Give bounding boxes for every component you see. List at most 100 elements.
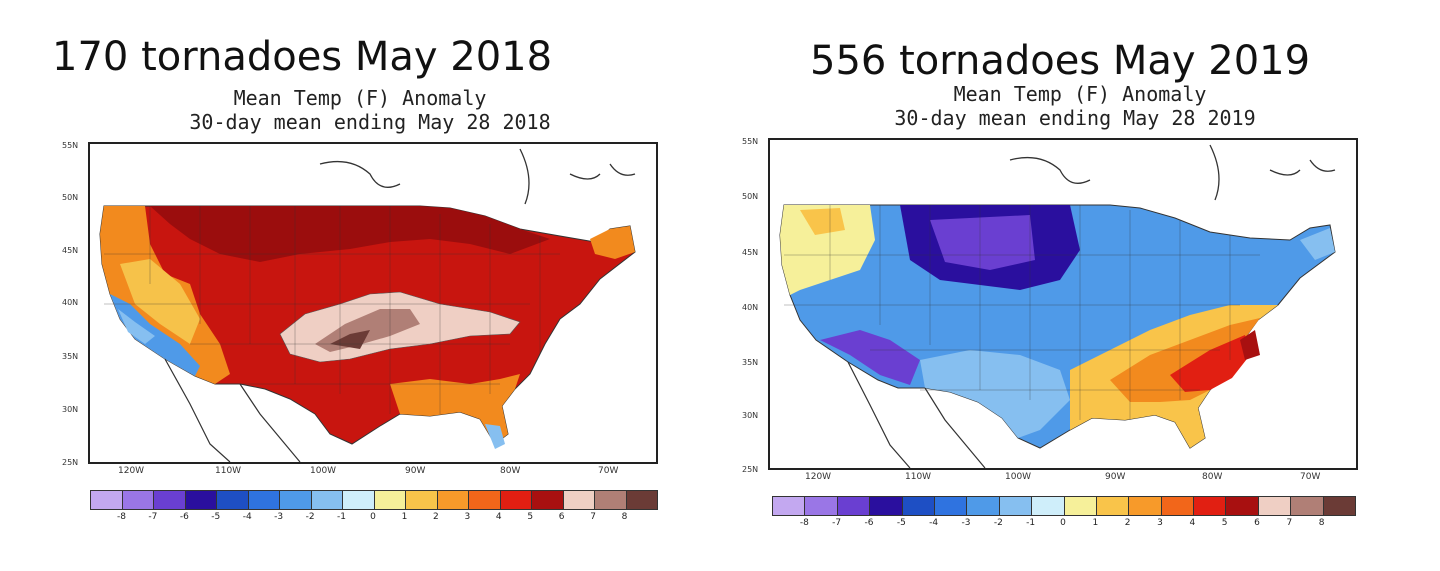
lon-label: 120W: [805, 472, 832, 482]
subtitle-line2-2019: 30-day mean ending May 28 2019: [894, 106, 1256, 130]
colorbar-tick-label: -1: [337, 512, 347, 522]
colorbar-swatch: [185, 491, 217, 509]
colorbar-swatch: [280, 491, 312, 509]
us-anomaly-map-2018: [99, 148, 636, 462]
colorbar-swatch: [122, 491, 154, 509]
colorbar-swatch: [563, 491, 595, 509]
colorbar-tick-label: 5: [1221, 518, 1228, 528]
colorbar-tick-label: 7: [1286, 518, 1293, 528]
colorbar-tick-label: 3: [1157, 518, 1163, 528]
colorbar-tick-label: 1: [1092, 518, 1099, 528]
colorbar-tick-label: 5: [527, 512, 534, 522]
colorbar-swatch: [1032, 497, 1065, 515]
colorbar-swatch: [1194, 497, 1227, 515]
lat-label: 40N: [742, 303, 759, 312]
colorbar-tick-label: 8: [621, 512, 628, 522]
anomaly-map-2019: [768, 138, 1358, 470]
colorbar-tick-label: -5: [896, 518, 906, 528]
colorbar-swatch: [532, 491, 564, 509]
colorbar-swatch: [217, 491, 249, 509]
colorbar-swatch: [91, 491, 123, 509]
colorbar-tick-label: 4: [495, 512, 502, 522]
lon-label: 80W: [1202, 472, 1223, 482]
lat-label: 50N: [62, 193, 79, 202]
subtitle-line2-2018: 30-day mean ending May 28 2018: [189, 110, 551, 134]
colorbar-2019: [772, 496, 1356, 516]
lat-label: 25N: [742, 465, 759, 474]
colorbar-swatch: [837, 497, 871, 515]
colorbar-swatch: [595, 491, 627, 509]
lon-label: 90W: [405, 466, 426, 476]
colorbar-tick-label: -1: [1026, 518, 1036, 528]
colorbar-tick-label: -2: [993, 518, 1003, 528]
lat-label: 50N: [742, 192, 759, 201]
lat-label: 35N: [742, 358, 759, 367]
lon-label: 90W: [1105, 472, 1126, 482]
colorbar-tick-label: 6: [558, 512, 565, 522]
lat-label: 35N: [62, 352, 79, 361]
lon-label: 120W: [118, 466, 145, 476]
colorbar-tick-label: 2: [433, 512, 439, 522]
colorbar-tick-label: 8: [1318, 518, 1325, 528]
lat-label: 30N: [742, 411, 759, 420]
colorbar-swatch: [1096, 497, 1130, 515]
colorbar-ticks-2018: -8 -7 -6 -5 -4 -3 -2 -1 0 1 2 3 4 5 6 7 8: [90, 512, 656, 526]
colorbar-tick-label: -2: [305, 512, 315, 522]
colorbar-tick-label: 3: [464, 512, 471, 522]
colorbar-swatch: [626, 491, 657, 509]
colorbar-tick-label: -5: [211, 512, 221, 522]
colorbar-tick-label: -7: [832, 518, 842, 528]
headline-2019: 556 tornadoes May 2019: [810, 38, 1311, 84]
colorbar-tick-label: -4: [242, 512, 252, 522]
panel-2019: 556 tornadoes May 2019 Mean Temp (F) Ano…: [730, 0, 1430, 571]
lat-label: 45N: [742, 248, 759, 257]
colorbar-2018: [90, 490, 658, 510]
colorbar-tick-label: -3: [961, 518, 971, 528]
headline-2018: 170 tornadoes May 2018: [52, 34, 553, 80]
colorbar-swatch: [437, 491, 469, 509]
subtitle-line1-2019: Mean Temp (F) Anomaly: [953, 82, 1207, 106]
subtitle-line1-2018: Mean Temp (F) Anomaly: [233, 86, 487, 110]
colorbar-swatch: [967, 497, 1000, 515]
colorbar-tick-label: -8: [116, 512, 126, 522]
lat-label: 30N: [62, 405, 79, 414]
lat-label: 25N: [62, 458, 79, 467]
colorbar-swatch: [999, 497, 1033, 515]
lon-label: 110W: [215, 466, 242, 476]
colorbar-tick-label: 0: [1060, 518, 1066, 528]
colorbar-swatch: [374, 491, 406, 509]
colorbar-swatch: [870, 497, 903, 515]
colorbar-swatch: [1161, 497, 1195, 515]
colorbar-tick-label: -6: [179, 512, 189, 522]
colorbar-swatch: [1258, 497, 1292, 515]
lat-label: 45N: [62, 246, 79, 255]
colorbar-tick-label: 1: [401, 512, 408, 522]
colorbar-tick-label: -8: [799, 518, 809, 528]
colorbar-swatch: [248, 491, 280, 509]
colorbar-swatch: [805, 497, 838, 515]
colorbar-swatch: [469, 491, 501, 509]
colorbar-swatch: [1064, 497, 1097, 515]
us-anomaly-map-2019: [779, 144, 1336, 468]
anomaly-map-2018: [88, 142, 658, 464]
colorbar-ticks-2019: -8 -7 -6 -5 -4 -3 -2 -1 0 1 2 3 4 5 6 7 8: [772, 518, 1354, 532]
colorbar-swatch: [1323, 497, 1356, 515]
lon-label: 110W: [905, 472, 932, 482]
colorbar-tick-label: -6: [864, 518, 874, 528]
colorbar-swatch: [773, 497, 806, 515]
lon-label: 70W: [598, 466, 619, 476]
colorbar-tick-label: 6: [1254, 518, 1260, 528]
colorbar-swatch: [1226, 497, 1259, 515]
colorbar-swatch: [1129, 497, 1162, 515]
panel-2018: 170 tornadoes May 2018 Mean Temp (F) Ano…: [0, 0, 700, 571]
lon-label: 100W: [310, 466, 337, 476]
colorbar-swatch: [902, 497, 935, 515]
lat-label: 40N: [62, 298, 79, 307]
colorbar-swatch: [934, 497, 968, 515]
colorbar-swatch: [406, 491, 438, 509]
lon-label: 70W: [1300, 472, 1321, 482]
colorbar-tick-label: 7: [590, 512, 596, 522]
colorbar-tick-label: 4: [1189, 518, 1196, 528]
colorbar-tick-label: -3: [274, 512, 284, 522]
colorbar-swatch: [1291, 497, 1324, 515]
